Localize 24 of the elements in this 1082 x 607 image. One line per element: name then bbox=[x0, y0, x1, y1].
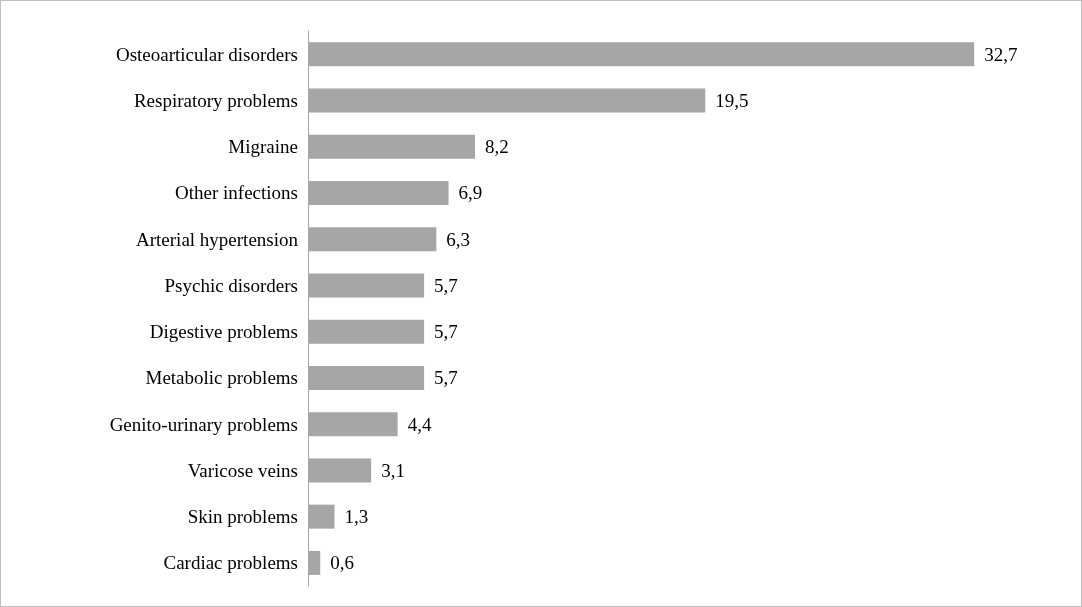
data-label: 5,7 bbox=[434, 367, 458, 389]
data-label: 5,7 bbox=[434, 321, 458, 343]
y-tick-label: Skin problems bbox=[187, 506, 298, 528]
data-label: 8,2 bbox=[485, 136, 509, 158]
data-label: 1,3 bbox=[344, 506, 369, 528]
y-tick-label: Arterial hypertension bbox=[136, 228, 299, 250]
y-tick-label: Osteoarticular disorders bbox=[115, 43, 298, 65]
data-label: 5,7 bbox=[434, 274, 458, 296]
data-label: 0,6 bbox=[330, 552, 354, 574]
y-tick-label: Migraine bbox=[228, 136, 298, 158]
y-tick-label: Cardiac problems bbox=[163, 552, 298, 574]
y-tick-label: Psychic disorders bbox=[164, 274, 298, 296]
y-tick-label: Varicose veins bbox=[187, 459, 298, 481]
data-label: 4,4 bbox=[407, 413, 432, 435]
data-label: 6,9 bbox=[458, 182, 483, 204]
y-tick-label: Respiratory problems bbox=[133, 89, 298, 111]
y-tick-label: Genito-urinary problems bbox=[109, 413, 298, 435]
y-tick-label: Other infections bbox=[175, 182, 298, 204]
data-label: 32,7 bbox=[984, 43, 1018, 65]
data-label: 3,1 bbox=[381, 459, 405, 481]
y-tick-label: Digestive problems bbox=[149, 321, 298, 343]
data-label: 6,3 bbox=[446, 228, 471, 250]
y-tick-label: Metabolic problems bbox=[145, 367, 298, 389]
data-label: 19,5 bbox=[715, 89, 749, 111]
